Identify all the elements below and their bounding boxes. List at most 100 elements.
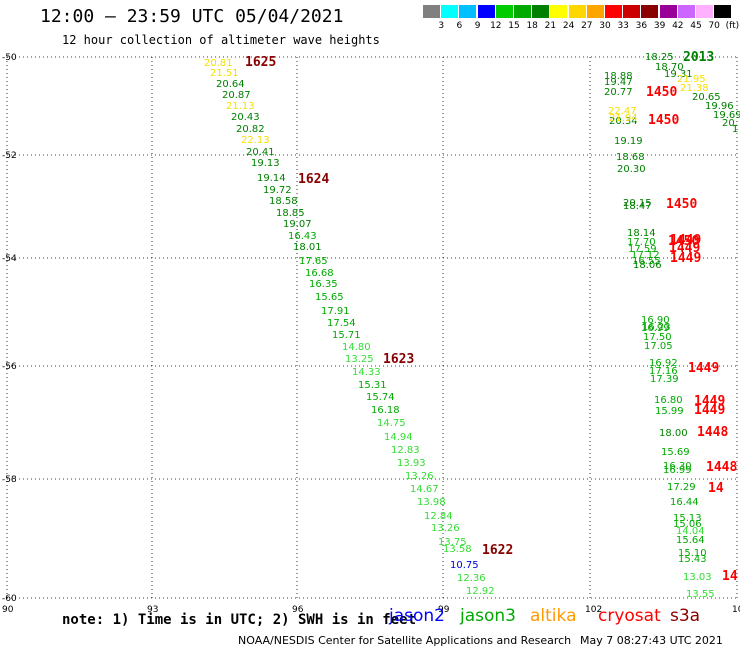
x-tick-label: 90 — [2, 605, 14, 615]
colorbar-swatch — [677, 5, 695, 18]
wave-height-point: 18.68 — [616, 152, 645, 163]
wave-height-point: 16.23 — [642, 322, 671, 333]
wave-height-point: 14.80 — [342, 342, 371, 353]
wave-height-point: 16.92 — [649, 358, 678, 369]
x-tick-label: 102 — [585, 605, 602, 615]
wave-height-point: 13.93 — [397, 458, 426, 469]
wave-height-point: 17.29 — [667, 482, 696, 493]
wave-height-point: 15.64 — [676, 535, 705, 546]
wave-height-point: 13.25 — [345, 354, 374, 365]
chart-subtitle: 12 hour collection of altimeter wave hei… — [62, 33, 380, 47]
wave-height-point: 20.77 — [604, 87, 633, 98]
wave-height-point: 18.70 — [655, 62, 684, 73]
chart-title: 12:00 – 23:59 UTC 05/04/2021 — [40, 6, 344, 27]
pass-number-label: 14 — [722, 569, 738, 584]
wave-height-point: 18.01 — [293, 242, 322, 253]
wave-height-point: 20.41 — [246, 147, 275, 158]
wave-height-point: 17.12 — [631, 250, 660, 261]
footer-note: note: 1) Time is in UTC; 2) SWH is in fe… — [62, 612, 417, 628]
wave-height-point: 14.67 — [410, 484, 439, 495]
colorbar-label: 6 — [456, 21, 463, 31]
wave-height-point: 13.58 — [443, 544, 472, 555]
wave-height-point: 17.16 — [649, 366, 678, 377]
wave-height-point: 20.87 — [222, 90, 251, 101]
wave-height-point: 18.06 — [633, 260, 662, 271]
colorbar-label: 15 — [508, 21, 520, 31]
wave-height-point: 16.68 — [305, 268, 334, 279]
wave-height-point: 15.43 — [678, 554, 707, 565]
wave-height-point: 17.05 — [644, 341, 673, 352]
wave-height-point: 17.39 — [650, 374, 679, 385]
pass-number-label: 1449 — [669, 241, 700, 256]
satellite-legend-jason3: jason3 — [460, 606, 516, 626]
wave-height-point: 15.74 — [366, 392, 395, 403]
colorbar-swatch — [623, 5, 641, 18]
colorbar-label: 30 — [599, 21, 611, 31]
colorbar-label: 24 — [562, 21, 575, 31]
wave-height-point: 1 — [732, 124, 738, 135]
pass-number-label: 1449 — [670, 251, 701, 266]
wave-height-point: 17.70 — [627, 237, 656, 248]
wave-height-point: 20.64 — [216, 79, 245, 90]
pass-number-label: 1450 — [648, 113, 679, 128]
pass-number-label: 1448 — [706, 460, 737, 475]
wave-height-point: 21.13 — [226, 101, 255, 112]
wave-height-point: 16.35 — [309, 279, 338, 290]
wave-height-point: 18.00 — [659, 428, 688, 439]
wave-height-point: 16.44 — [670, 497, 699, 508]
pass-number-label: 1449 — [694, 394, 725, 409]
wave-height-point: 20.15 — [623, 198, 652, 209]
wave-height-point: 15.13 — [673, 513, 702, 524]
x-tick-label: 105 — [732, 605, 740, 615]
wave-height-point: 19.19 — [614, 136, 643, 147]
wave-height-point: 16.18 — [371, 405, 400, 416]
pass-number-label: 1450 — [646, 85, 677, 100]
wave-height-point: 10.75 — [450, 560, 479, 571]
wave-height-point: 15.10 — [678, 548, 707, 559]
wave-height-point: 19.07 — [283, 219, 312, 230]
colorbar-label: 45 — [690, 21, 702, 31]
wave-height-point: 19.72 — [263, 185, 292, 196]
colorbar-swatch — [477, 5, 495, 18]
wave-height-point: 19.69 — [713, 110, 740, 121]
wave-height-point: 16.80 — [654, 395, 683, 406]
wave-height-point: 18.14 — [627, 228, 656, 239]
wave-height-point: 16.99 — [641, 323, 670, 334]
wave-height-point: 14.75 — [377, 418, 406, 429]
pass-number-label: 1622 — [482, 543, 513, 558]
colorbar-swatch — [495, 5, 513, 18]
wave-height-point: 12.92 — [466, 586, 495, 597]
wave-height-point: 13.26 — [431, 523, 460, 534]
x-tick-label: 93 — [147, 605, 158, 615]
wave-height-point: 21.95 — [677, 74, 706, 85]
wave-height-point: 17.65 — [299, 256, 328, 267]
colorbar-label: 9 — [474, 21, 481, 31]
colorbar-swatch — [605, 5, 622, 18]
colorbar-label: (ft) — [725, 21, 740, 31]
wave-height-point: 16.99 — [663, 465, 692, 476]
credit-line: NOAA/NESDIS Center for Satellite Applica… — [238, 634, 572, 647]
wave-height-point: 20.30 — [617, 164, 646, 175]
wave-height-point: 20.81 — [204, 58, 233, 69]
pass-number-label: 1450 — [668, 234, 699, 249]
y-tick-label: -56 — [2, 362, 17, 372]
pass-number-label: 1449 — [688, 361, 719, 376]
x-tick-label: 99 — [438, 605, 450, 615]
colorbar-swatch — [586, 5, 604, 18]
wave-height-point: 18.85 — [276, 208, 305, 219]
y-tick-label: -52 — [2, 151, 17, 161]
satellite-legend-jason2: jason2 — [389, 606, 445, 626]
wave-height-point: 16.55 — [632, 256, 661, 267]
colorbar-label: 36 — [635, 21, 648, 31]
colorbar-label: 39 — [653, 21, 666, 31]
satellite-legend-cryosat: cryosat — [598, 606, 661, 626]
wave-height-point: 13.03 — [683, 572, 712, 583]
wave-height-point: 15.65 — [315, 292, 344, 303]
wave-height-point: 22.47 — [608, 106, 637, 117]
pass-number-label: 1624 — [298, 172, 329, 187]
pass-number-label: 1449 — [694, 403, 725, 418]
wave-height-point: 15.69 — [661, 447, 690, 458]
wave-height-point: 17.59 — [628, 244, 657, 255]
colorbar-swatch — [696, 5, 713, 18]
wave-height-point: 13.26 — [405, 471, 434, 482]
